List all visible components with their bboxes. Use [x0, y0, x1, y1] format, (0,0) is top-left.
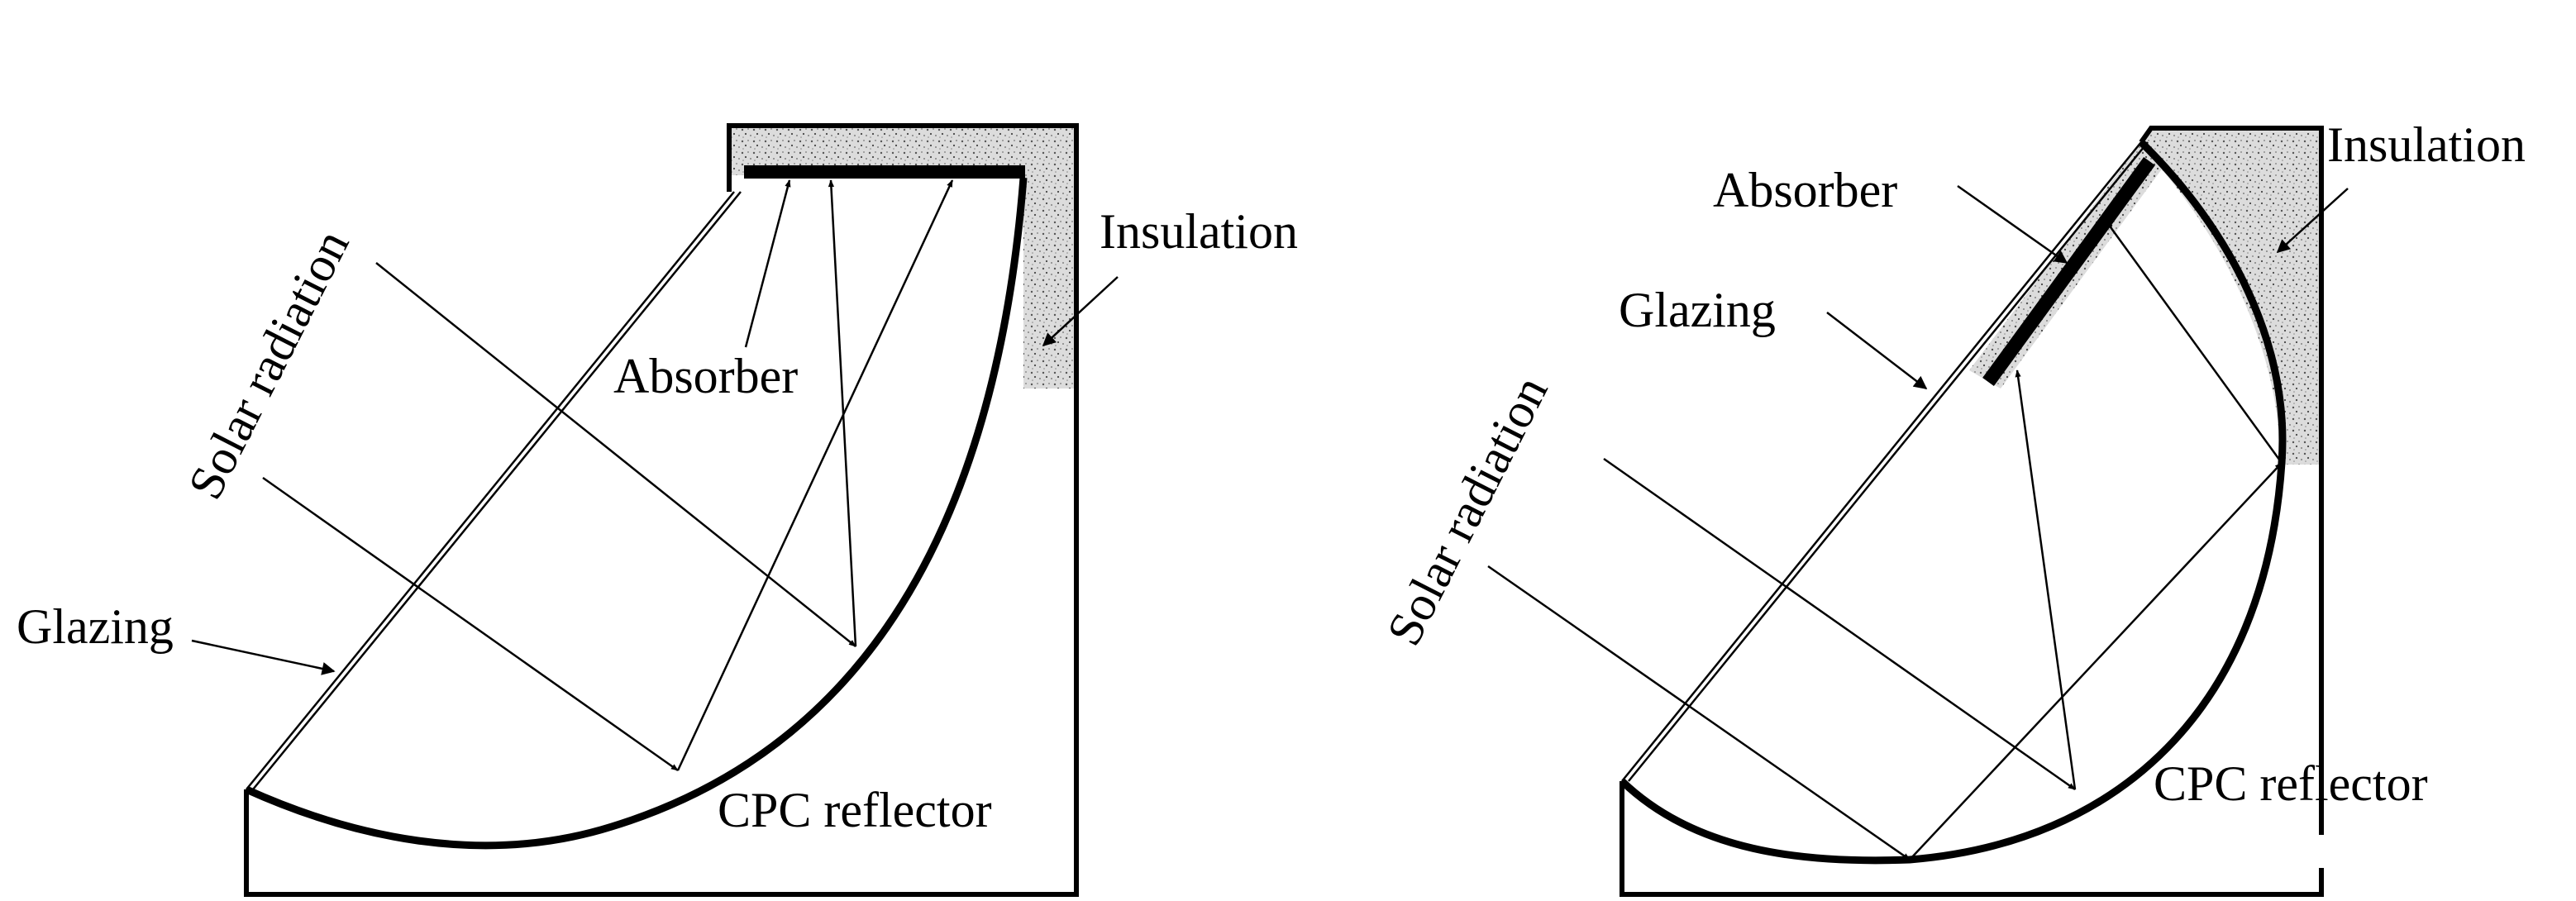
right-label-glazing: Glazing: [1619, 283, 1776, 337]
left-label-insulation: Insulation: [1100, 204, 1298, 259]
left-label-glazing: Glazing: [17, 599, 174, 654]
right-label-cpc-reflector: CPC reflector: [2154, 756, 2428, 811]
right-label-insulation: Insulation: [2327, 117, 2526, 172]
right-solar-rays: [1487, 221, 2283, 861]
right-label-solar-radiation: Solar radiation: [1376, 368, 1558, 654]
left-label-solar-radiation: Solar radiation: [178, 222, 360, 508]
left-glazing: [246, 191, 735, 790]
left-label-cpc-reflector: CPC reflector: [718, 783, 992, 837]
right-diagram: [1487, 126, 2349, 897]
left-diagram: [191, 123, 1119, 897]
left-glazing-inner: [252, 191, 742, 790]
right-absorber-pointer: [1957, 184, 2068, 265]
right-glazing-inner: [1628, 141, 2149, 782]
left-insulation: [729, 126, 1076, 389]
right-glazing: [1621, 141, 2142, 782]
left-glazing-pointer: [191, 639, 336, 675]
right-label-absorber: Absorber: [1713, 163, 1897, 217]
right-insulation: [2141, 128, 2321, 465]
right-absorber: [1982, 156, 2155, 387]
right-glazing-pointer: [1826, 312, 1928, 389]
left-frame: [244, 123, 1079, 897]
left-insulation-pointer: [1042, 276, 1119, 347]
left-absorber: [744, 165, 1025, 179]
left-solar-rays: [262, 179, 954, 772]
right-insulation-pointer: [2276, 188, 2349, 254]
right-frame: [1620, 126, 2324, 897]
left-label-absorber: Absorber: [613, 349, 798, 403]
right-cpc-reflector: [1619, 139, 2287, 865]
left-cpc-reflector: [245, 177, 1028, 850]
